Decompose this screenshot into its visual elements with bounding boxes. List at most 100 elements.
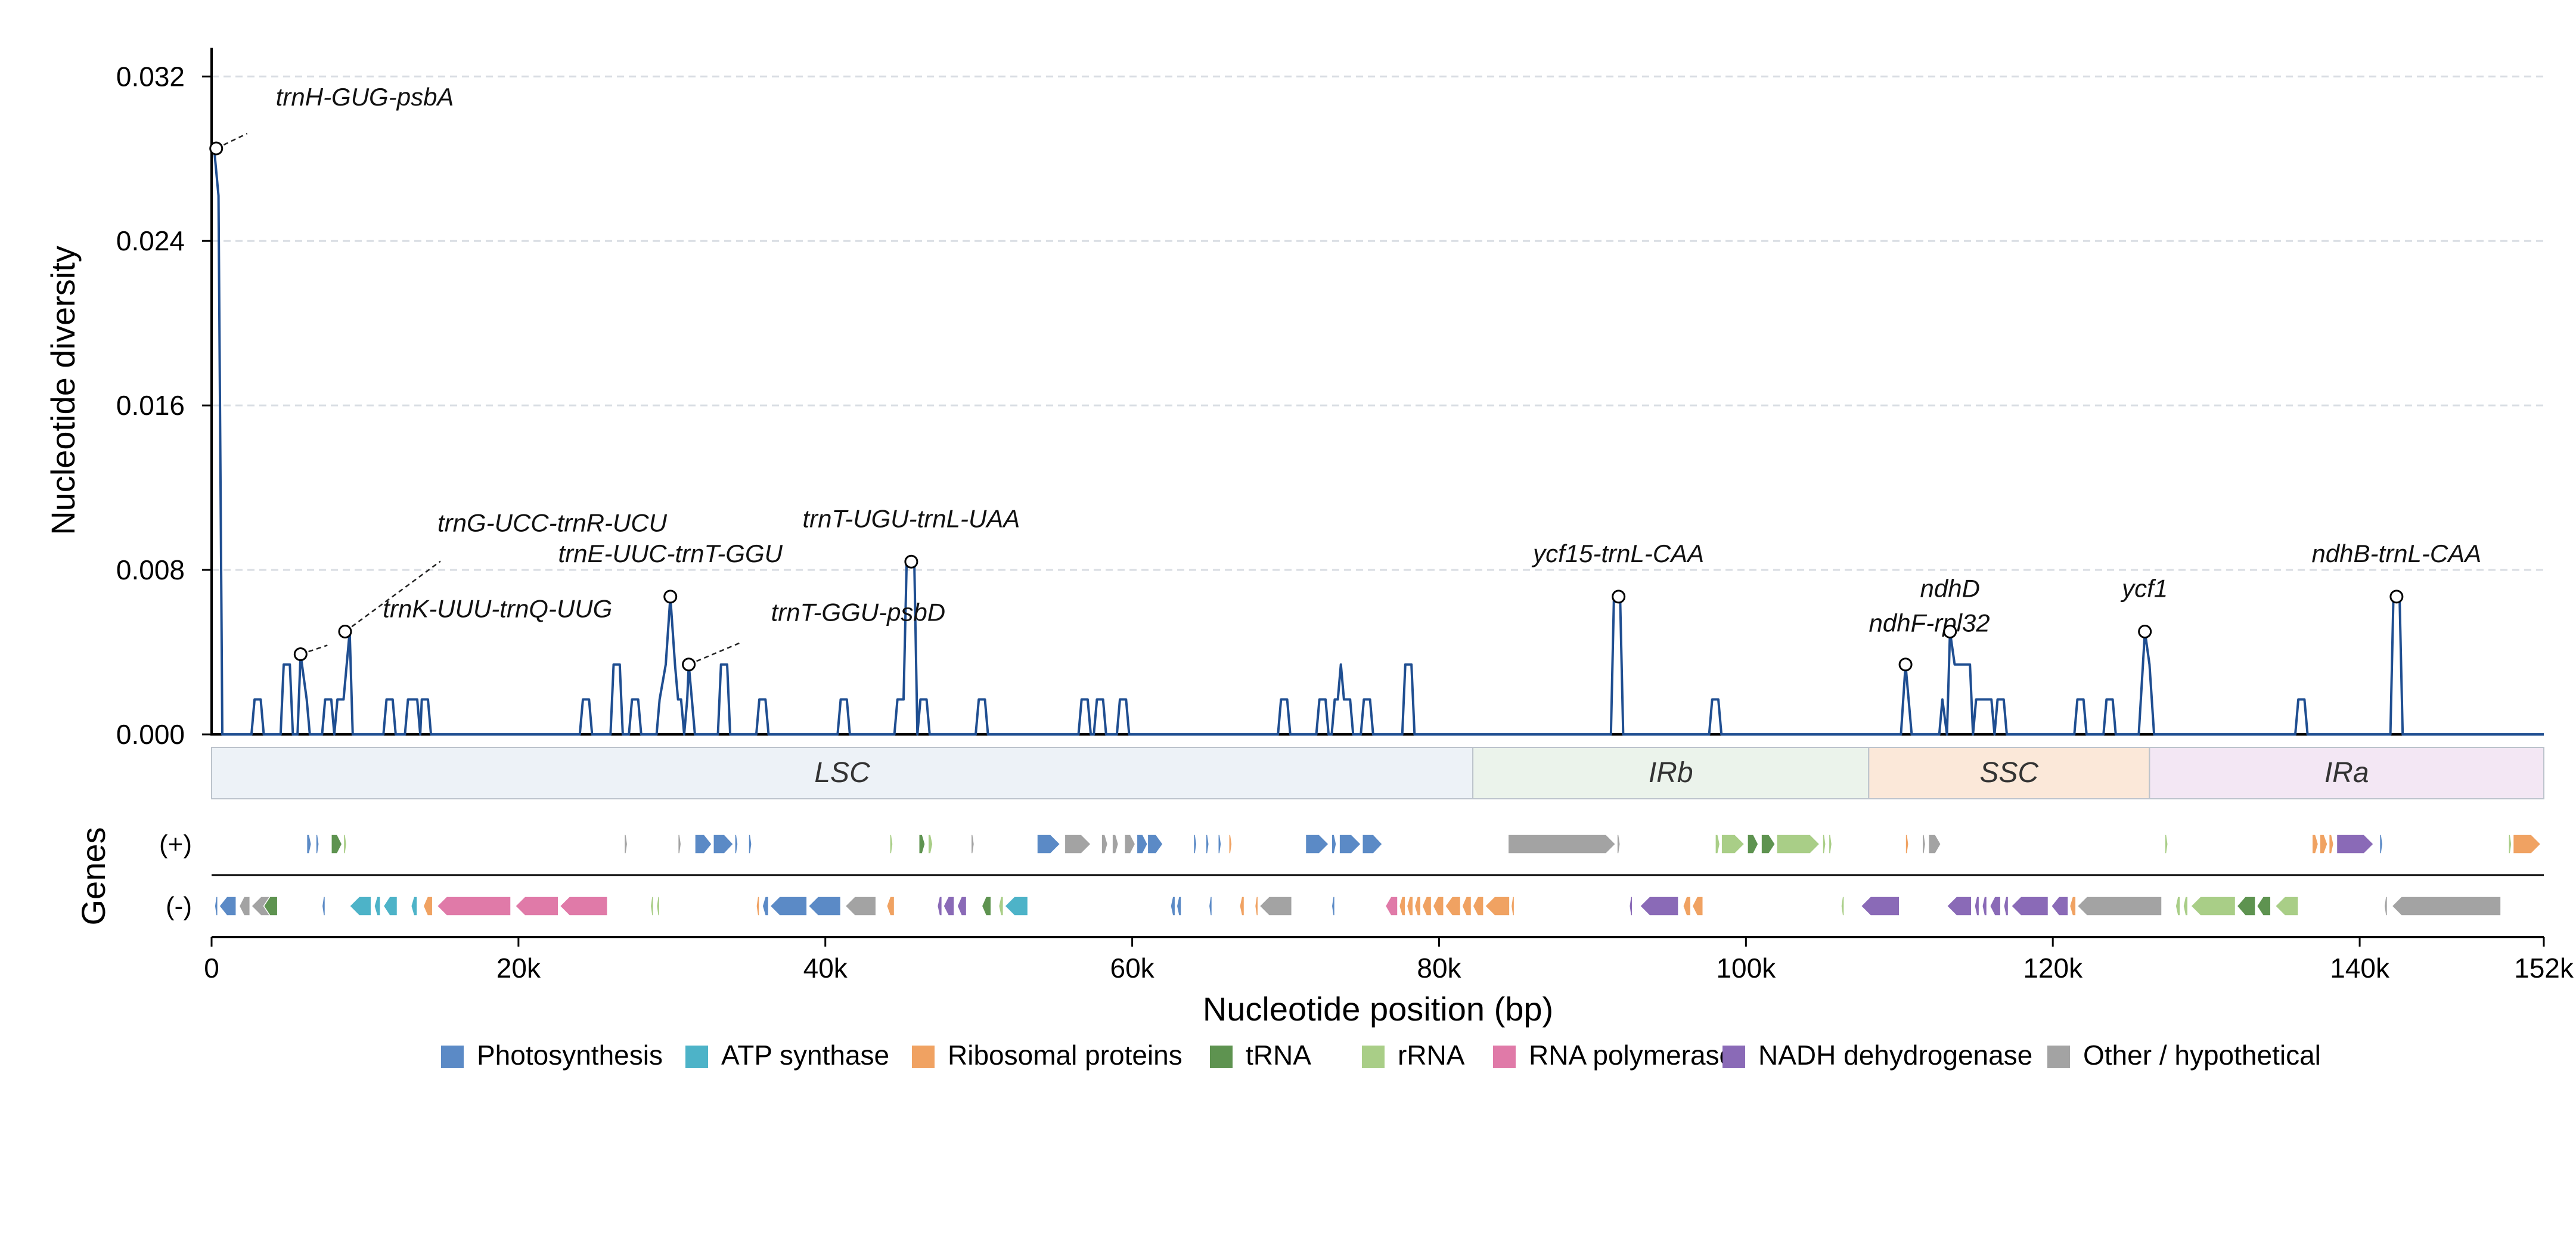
annotation-marker [1943,625,1957,639]
region-label: IRb [1649,757,1693,789]
gene-block [315,834,319,854]
grid-lines [212,75,2544,571]
gene-block [1682,896,1692,916]
region-lsc [211,747,1474,799]
gene-block [2164,834,2169,854]
gene-block [656,896,660,916]
gene-block [383,896,398,916]
gene-block [1136,834,1149,854]
gene-block [410,896,418,916]
x-tick-label: 40k [803,953,848,984]
gene-block [1305,834,1330,854]
gene-block [998,896,1004,916]
y-tick-label: 0.032 [116,61,185,92]
annotation-marker [1898,657,1913,672]
annotation-label: trnK-UUU-trnQ-UUG [383,594,612,622]
gene-block [1472,896,1484,916]
gene-block [1860,896,1900,916]
gene-block [331,834,343,854]
gene-block [981,896,992,916]
gene-block [2050,896,2069,916]
gene-block [2010,896,2049,916]
legend-label: rRNA [1398,1040,1465,1071]
gene-block [1721,834,1745,854]
gene-block [263,896,278,916]
gene-block [1176,896,1182,916]
annotation-marker [904,554,918,569]
gene-block [1828,834,1833,854]
legend-swatch [441,1046,464,1068]
region-band: LSC IRb SSC IRa [211,747,2544,799]
x-tick-label: 120k [2023,953,2083,984]
gene-block [1747,834,1759,854]
gene-block [1112,834,1119,854]
gene-block [1639,896,1679,916]
gene-block [2077,896,2162,916]
gene-block [1444,896,1461,916]
gene-block [1123,834,1136,854]
legend-swatch [1493,1046,1516,1068]
gene-block [918,834,926,854]
gene-block [2256,896,2271,916]
annotation-leader [344,560,441,632]
gene-block [1946,896,1972,916]
gene-block [2274,896,2299,916]
gene-block [1414,896,1422,916]
legend-label: tRNA [1246,1040,1311,1071]
gene-block [2175,896,2181,916]
gene-block [1432,896,1444,916]
region-irb [1472,747,1870,799]
gene-block [238,896,251,916]
gene-block [769,896,808,916]
gene-block [1989,896,2001,916]
strand-label-minus: (-) [166,892,192,921]
y-tick-label: 0.024 [116,225,185,256]
y-tick-label: 0.000 [116,719,185,750]
gene-block [734,834,738,854]
annotation-label: ndhB-trnL-CAA [2311,539,2481,567]
x-tick-label: 100k [1716,953,1776,984]
gene-block [1982,896,1988,916]
gene-block [1205,834,1210,854]
region-label: LSC [814,757,870,789]
gene-block [889,834,893,854]
legend-swatch [1362,1046,1385,1068]
gene-block [2236,896,2256,916]
gene-block [762,896,769,916]
gene-block [1905,834,1909,854]
x-tick-label: 60k [1110,953,1155,984]
gene-block [1616,834,1621,854]
annotation-label: ndhF-rpl32 [1869,609,1990,637]
region-ira [2149,747,2544,799]
gene-block [1254,896,1259,916]
annotation-label: ycf1 [2120,575,2168,603]
gene-block [2508,834,2512,854]
gene-block [927,834,933,854]
gene-block [2311,834,2319,854]
x-tick-label: 140k [2330,953,2390,984]
annotation-marker [682,657,696,672]
gene-block [1507,834,1616,854]
gene-block [845,896,877,916]
gene-block [1484,896,1510,916]
legend-swatch [1722,1046,1745,1068]
gene-block [218,896,237,916]
gene-block [886,896,895,916]
gene-block [1406,896,1414,916]
x-tick-label: 0 [204,953,219,984]
gene-block [1692,896,1704,916]
x-tick-label: 152k [2514,953,2574,984]
gene-block [2379,834,2383,854]
gene-block [1974,896,1980,916]
annotation-marker [663,590,678,604]
gene-block [957,896,967,916]
annotation-label: trnE-UUC-trnT-GGU [558,539,783,567]
gene-block [436,896,511,916]
gene-block [2328,834,2335,854]
gene-block [1259,896,1293,916]
gene-block [2183,896,2189,916]
gene-block [936,896,943,916]
strand-label-plus: (+) [159,830,192,859]
gene-block [1208,896,1213,916]
